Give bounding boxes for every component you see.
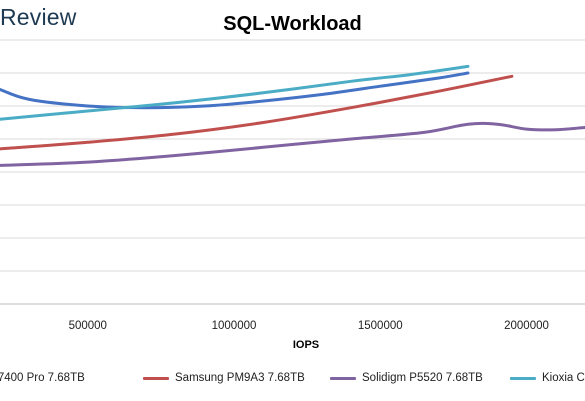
x-tick-label: 1000000 bbox=[212, 320, 257, 332]
series-line-3 bbox=[0, 64, 470, 121]
legend-item-2: Solidigm P5520 7.68TB bbox=[330, 372, 483, 384]
chart-title: SQL-Workload bbox=[223, 13, 362, 35]
legend-item-0: ron 7400 Pro 7.68TB bbox=[0, 372, 85, 384]
series-lines bbox=[0, 64, 585, 167]
legend-swatch bbox=[510, 376, 536, 380]
brand-logo: Review bbox=[0, 4, 77, 30]
x-axis-label: IOPS bbox=[293, 339, 319, 351]
legend-label: Samsung PM9A3 7.68TB bbox=[175, 372, 305, 384]
legend-swatch bbox=[330, 376, 356, 380]
x-axis-ticks: 500000 1000000 1500000 2000000 bbox=[69, 320, 549, 332]
gridlines bbox=[0, 39, 585, 305]
legend-item-1: Samsung PM9A3 7.68TB bbox=[143, 372, 305, 384]
legend-label: ron 7400 Pro 7.68TB bbox=[0, 372, 85, 384]
x-tick-label: 1500000 bbox=[358, 320, 403, 332]
legend-swatch bbox=[143, 376, 169, 380]
series-line-0 bbox=[0, 71, 470, 110]
x-tick-label: 2000000 bbox=[504, 320, 549, 332]
legend-label: Solidigm P5520 7.68TB bbox=[362, 372, 483, 384]
chart-legend: ron 7400 Pro 7.68TB Samsung PM9A3 7.68TB S… bbox=[0, 370, 585, 392]
series-line-1 bbox=[0, 74, 514, 151]
series-line-2 bbox=[0, 121, 585, 167]
legend-label: Kioxia CD bbox=[542, 372, 585, 384]
x-tick-label: 500000 bbox=[69, 320, 107, 332]
legend-item-3: Kioxia CD bbox=[510, 372, 585, 384]
